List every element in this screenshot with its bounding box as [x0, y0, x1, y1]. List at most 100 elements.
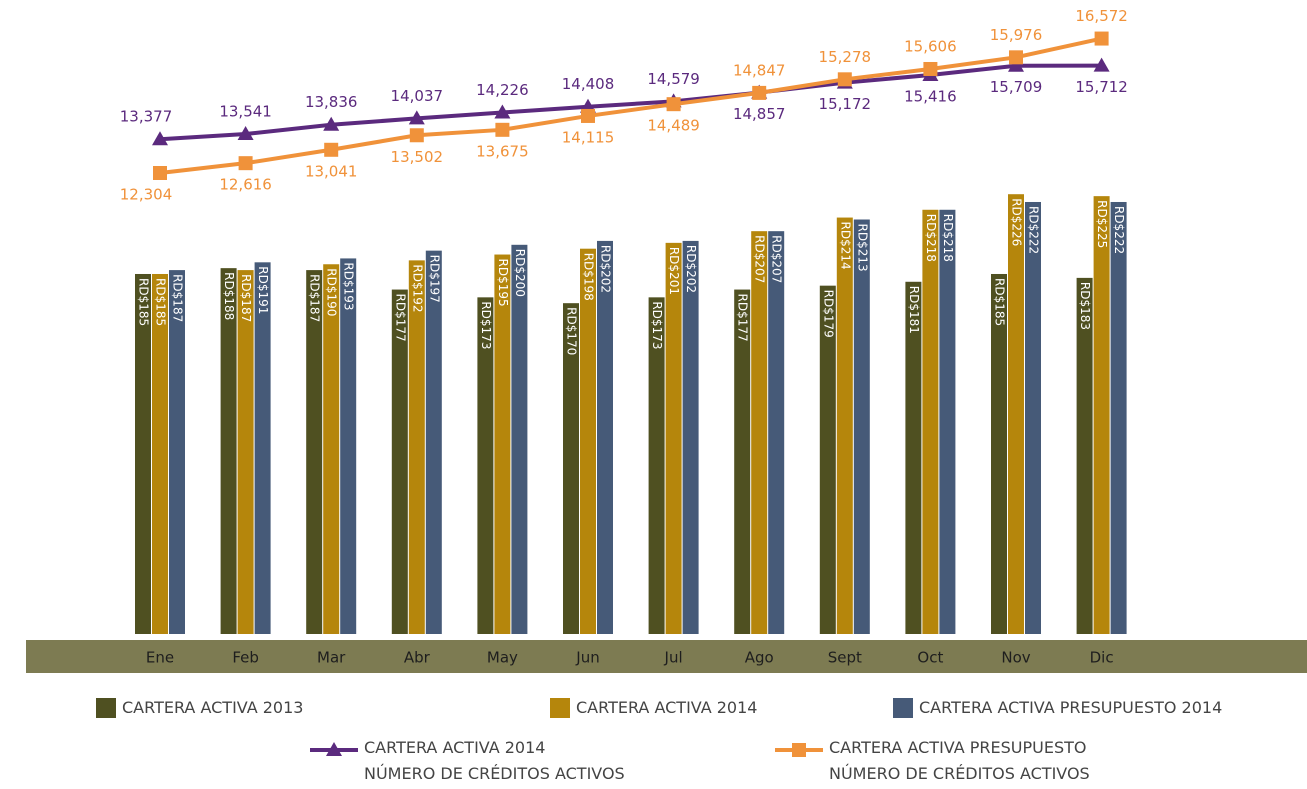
x-tick-label: Nov	[1001, 649, 1030, 667]
marker	[409, 128, 424, 143]
bar	[905, 281, 922, 634]
legend-marker	[792, 743, 806, 757]
line	[159, 63, 1102, 142]
bar-value-label: RD$183	[1078, 282, 1092, 330]
marker	[1009, 50, 1023, 65]
bar	[254, 262, 271, 634]
bar-value-label: RD$193	[342, 262, 356, 310]
bar-value-label: RD$179	[821, 290, 835, 338]
bar-value-label: RD$207	[770, 235, 784, 283]
bar-value-label: RD$198	[582, 253, 596, 301]
bar	[425, 250, 442, 634]
bar-value-label: RD$226	[1010, 198, 1024, 246]
bar-value-label: RD$191	[256, 266, 270, 314]
bar-value-label: RD$222	[1027, 206, 1041, 254]
marker	[1008, 57, 1024, 72]
x-tick-label: Oct	[917, 649, 943, 667]
bar	[597, 240, 613, 634]
bar-value-label: RD$181	[907, 286, 921, 334]
marker	[752, 85, 767, 100]
marker	[152, 131, 168, 146]
line-value-label: 13,041	[305, 162, 358, 180]
marker	[324, 142, 339, 157]
bar-value-label: RD$177	[736, 294, 750, 342]
bar-value-label: RD$222	[1112, 206, 1126, 254]
marker	[1093, 57, 1110, 72]
bar-value-label: RD$170	[565, 307, 579, 355]
bar-value-label: RD$192	[410, 264, 424, 312]
marker	[837, 72, 852, 87]
marker	[1094, 31, 1109, 46]
bar-value-label: RD$173	[650, 301, 664, 349]
bar	[836, 217, 853, 634]
bar	[135, 273, 151, 634]
bar-value-label: RD$201	[667, 247, 681, 295]
line-value-label: 15,172	[819, 95, 872, 113]
legend-swatch	[96, 698, 116, 718]
x-tick-label: May	[487, 649, 518, 667]
line-value-label: 15,712	[1075, 78, 1128, 96]
bar-value-label: RD$188	[222, 272, 236, 320]
bar	[665, 242, 682, 634]
bar-value-label: RD$187	[171, 274, 185, 322]
legend-swatch	[550, 698, 570, 718]
legend-label: CARTERA ACTIVA 2014 NÚMERO DE CRÉDITOS A…	[364, 738, 625, 783]
line-value-label: 13,377	[120, 108, 173, 126]
bar	[648, 297, 665, 634]
line-value-label: 15,278	[819, 48, 872, 66]
bar	[152, 273, 168, 634]
bar-value-label: RD$173	[479, 301, 493, 349]
line-value-label: 13,502	[391, 148, 444, 166]
marker	[581, 108, 595, 123]
bar	[853, 219, 870, 634]
bar-value-label: RD$214	[838, 222, 852, 270]
line-value-label: 15,976	[990, 26, 1043, 44]
bar	[306, 270, 323, 634]
line-value-label: 16,572	[1075, 7, 1128, 25]
bar-value-label: RD$200	[513, 249, 527, 297]
marker	[666, 97, 681, 112]
bar-value-label: RD$202	[684, 245, 698, 293]
line-value-label: 14,408	[562, 75, 615, 93]
bar-value-label: RD$197	[427, 255, 441, 303]
bar	[220, 268, 237, 634]
legend-label: CARTERA ACTIVA PRESUPUESTO 2014	[919, 698, 1223, 717]
marker	[237, 126, 254, 141]
bar	[563, 303, 579, 634]
legend-label: CARTERA ACTIVA PRESUPUESTO NÚMERO DE CRÉ…	[829, 738, 1090, 783]
line-value-label: 15,709	[990, 78, 1043, 96]
legend-marker	[326, 742, 342, 756]
bar	[768, 231, 785, 635]
bar	[340, 258, 357, 634]
bar	[580, 248, 596, 634]
x-tick-label: Dic	[1090, 649, 1114, 667]
x-tick-label: Ago	[745, 649, 774, 667]
bar-value-label: RD$190	[325, 268, 339, 316]
bar-value-label: RD$207	[753, 235, 767, 283]
bar	[511, 244, 528, 635]
x-tick-label: Jun	[575, 649, 599, 667]
line-value-label: 15,606	[904, 37, 957, 55]
x-tick-label: Ene	[146, 649, 174, 667]
bar	[1093, 196, 1110, 634]
bar	[1025, 201, 1041, 634]
x-tick-label: Feb	[232, 649, 259, 667]
line-value-label: 14,579	[647, 70, 700, 88]
bar	[477, 297, 494, 634]
bar-value-label: RD$187	[308, 274, 322, 322]
bar	[922, 209, 939, 634]
line-value-label: 13,836	[305, 93, 358, 111]
marker	[323, 116, 340, 131]
bar-value-label: RD$185	[993, 278, 1007, 326]
line-value-label: 12,304	[120, 186, 173, 204]
marker	[153, 166, 167, 180]
marker	[408, 110, 425, 125]
bar-value-label: RD$185	[154, 278, 168, 326]
bar	[1110, 201, 1127, 634]
bar	[682, 240, 699, 634]
bar	[408, 260, 425, 634]
bar	[819, 285, 836, 634]
line-value-label: 14,857	[733, 105, 786, 123]
